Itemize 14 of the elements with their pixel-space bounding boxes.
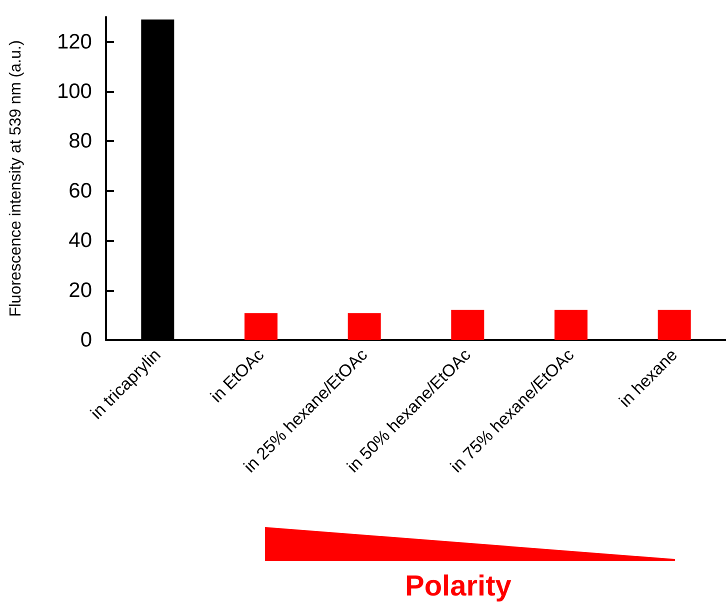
y-axis-title: Fluorescence intensity at 539 nm (a.u.) — [8, 40, 24, 317]
y-tick-label: 80 — [68, 130, 92, 153]
bar — [451, 310, 484, 340]
y-tick-label: 120 — [56, 30, 92, 54]
bar — [244, 313, 278, 340]
y-tick-label: 40 — [68, 229, 92, 252]
text: Polarity — [405, 570, 512, 602]
y-tick-label: 0 — [80, 328, 92, 352]
y-tick-label: 20 — [68, 278, 92, 302]
bar — [658, 310, 691, 340]
bar — [554, 310, 588, 340]
y-tick-label: 100 — [56, 80, 92, 104]
bar — [348, 313, 381, 340]
y-tick-label: 60 — [68, 179, 92, 202]
